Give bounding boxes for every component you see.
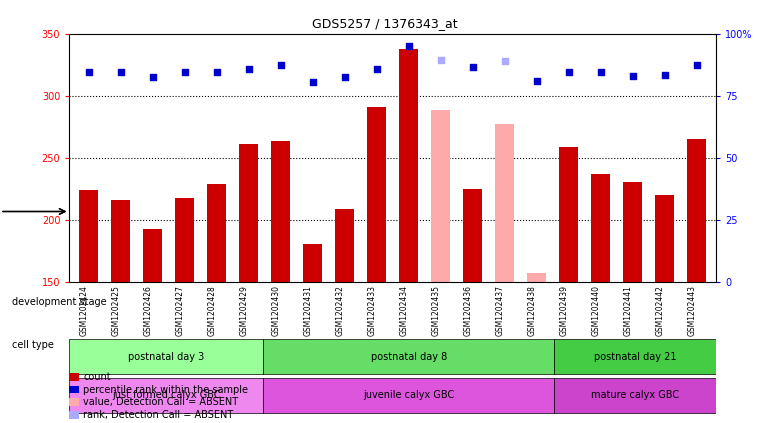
FancyBboxPatch shape: [263, 339, 554, 374]
Text: GSM1202424: GSM1202424: [79, 285, 89, 336]
Point: [210, 69, 223, 76]
Text: GSM1202443: GSM1202443: [688, 285, 697, 336]
Text: just formed calyx GBC: just formed calyx GBC: [112, 390, 221, 400]
Point: [146, 74, 159, 81]
Point: [658, 71, 671, 78]
Bar: [431, 110, 450, 282]
Point: [403, 43, 415, 49]
FancyBboxPatch shape: [69, 378, 263, 412]
Bar: [335, 209, 354, 282]
Bar: [143, 229, 162, 282]
Bar: [303, 244, 323, 282]
Text: GSM1202427: GSM1202427: [176, 285, 185, 336]
Text: GSM1202441: GSM1202441: [624, 285, 633, 336]
Text: GSM1202432: GSM1202432: [336, 285, 345, 336]
Text: GSM1202437: GSM1202437: [496, 285, 505, 336]
Bar: [399, 49, 418, 282]
Text: GSM1202431: GSM1202431: [303, 285, 313, 336]
FancyBboxPatch shape: [69, 339, 263, 374]
Text: GSM1202426: GSM1202426: [143, 285, 152, 336]
FancyBboxPatch shape: [554, 339, 716, 374]
Text: GSM1202425: GSM1202425: [112, 285, 121, 336]
Text: rank, Detection Call = ABSENT: rank, Detection Call = ABSENT: [83, 410, 233, 420]
Point: [370, 65, 383, 72]
Text: percentile rank within the sample: percentile rank within the sample: [83, 385, 248, 395]
Text: postnatal day 21: postnatal day 21: [594, 352, 677, 362]
Point: [339, 74, 351, 81]
Text: GSM1202439: GSM1202439: [560, 285, 569, 336]
Text: GSM1202434: GSM1202434: [400, 285, 409, 336]
Bar: [591, 174, 611, 282]
Bar: [527, 273, 547, 282]
Text: GSM1202440: GSM1202440: [592, 285, 601, 336]
Point: [467, 64, 479, 71]
Text: GSM1202429: GSM1202429: [239, 285, 249, 336]
Text: GSM1202435: GSM1202435: [432, 285, 440, 336]
Point: [179, 69, 191, 76]
Point: [115, 69, 127, 76]
Text: GSM1202430: GSM1202430: [272, 285, 280, 336]
Text: juvenile calyx GBC: juvenile calyx GBC: [363, 390, 454, 400]
Bar: [463, 189, 482, 282]
Text: cell type: cell type: [12, 340, 53, 350]
Text: GSM1202436: GSM1202436: [464, 285, 473, 336]
Text: GSM1202438: GSM1202438: [527, 285, 537, 336]
Point: [594, 69, 607, 76]
FancyBboxPatch shape: [554, 378, 716, 412]
Text: development stage: development stage: [12, 297, 106, 308]
Point: [563, 69, 575, 76]
Point: [691, 61, 703, 68]
Point: [627, 73, 639, 80]
Bar: [688, 139, 707, 282]
Text: mature calyx GBC: mature calyx GBC: [591, 390, 679, 400]
Text: GSM1202428: GSM1202428: [208, 285, 216, 335]
Bar: [367, 107, 387, 282]
Point: [499, 58, 511, 65]
Bar: [495, 124, 514, 282]
Point: [434, 57, 447, 63]
Text: GSM1202433: GSM1202433: [368, 285, 377, 336]
Point: [82, 69, 95, 76]
Point: [243, 65, 255, 72]
Text: value, Detection Call = ABSENT: value, Detection Call = ABSENT: [83, 397, 238, 407]
Bar: [559, 147, 578, 282]
Text: postnatal day 8: postnatal day 8: [370, 352, 447, 362]
Point: [306, 79, 319, 85]
Point: [531, 78, 543, 85]
Text: count: count: [83, 372, 111, 382]
Text: postnatal day 3: postnatal day 3: [128, 352, 205, 362]
Point: [274, 61, 286, 68]
Bar: [271, 140, 290, 282]
Bar: [207, 184, 226, 282]
Bar: [623, 181, 642, 282]
Bar: [175, 198, 194, 282]
Bar: [239, 144, 258, 282]
Bar: [79, 190, 98, 282]
Bar: [655, 195, 675, 282]
FancyBboxPatch shape: [263, 378, 554, 412]
Text: GDS5257 / 1376343_at: GDS5257 / 1376343_at: [312, 17, 458, 30]
Text: GSM1202442: GSM1202442: [656, 285, 665, 336]
Bar: [111, 200, 130, 282]
